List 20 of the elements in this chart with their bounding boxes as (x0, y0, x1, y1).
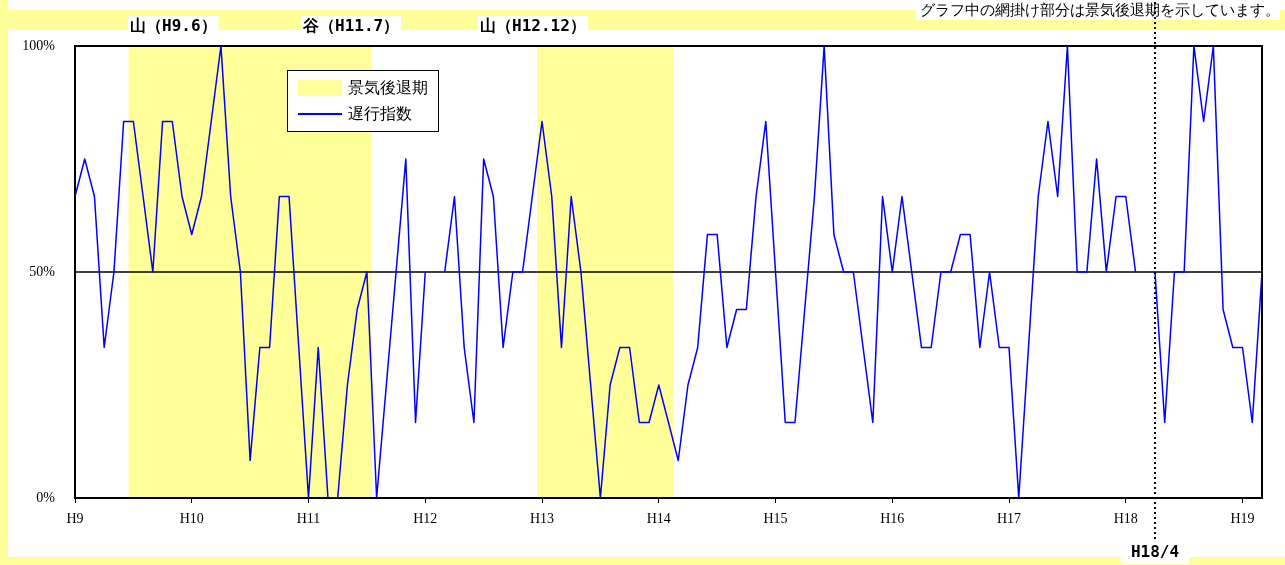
y-tick-label: 50% (29, 263, 56, 279)
y-tick-label: 100% (22, 37, 56, 53)
text: 山（H12.12） (480, 16, 586, 36)
text: 山（H9.6） (130, 16, 217, 36)
x-tick-label: H13 (529, 511, 555, 527)
x-tick-label: H16 (880, 511, 905, 527)
x-tick-label: H18 (1113, 511, 1138, 527)
x-tick-label: H19 (1230, 511, 1255, 527)
text: H18/4 (1130, 542, 1180, 562)
x-tick-label: H15 (763, 511, 788, 527)
x-tick-label: H11 (296, 511, 321, 527)
x-tick-label: H14 (646, 511, 671, 527)
y-tick-label: 0% (36, 489, 56, 505)
x-tick-label: H9 (66, 511, 84, 527)
x-tick-label: H12 (413, 511, 438, 527)
annotation: 景気後退期 (348, 77, 428, 99)
legend-label: 遅行指数 (348, 103, 412, 125)
x-tick-label: H10 (179, 511, 204, 527)
x-tick-label: H17 (996, 511, 1022, 527)
text: 谷（H11.7） (302, 16, 400, 36)
